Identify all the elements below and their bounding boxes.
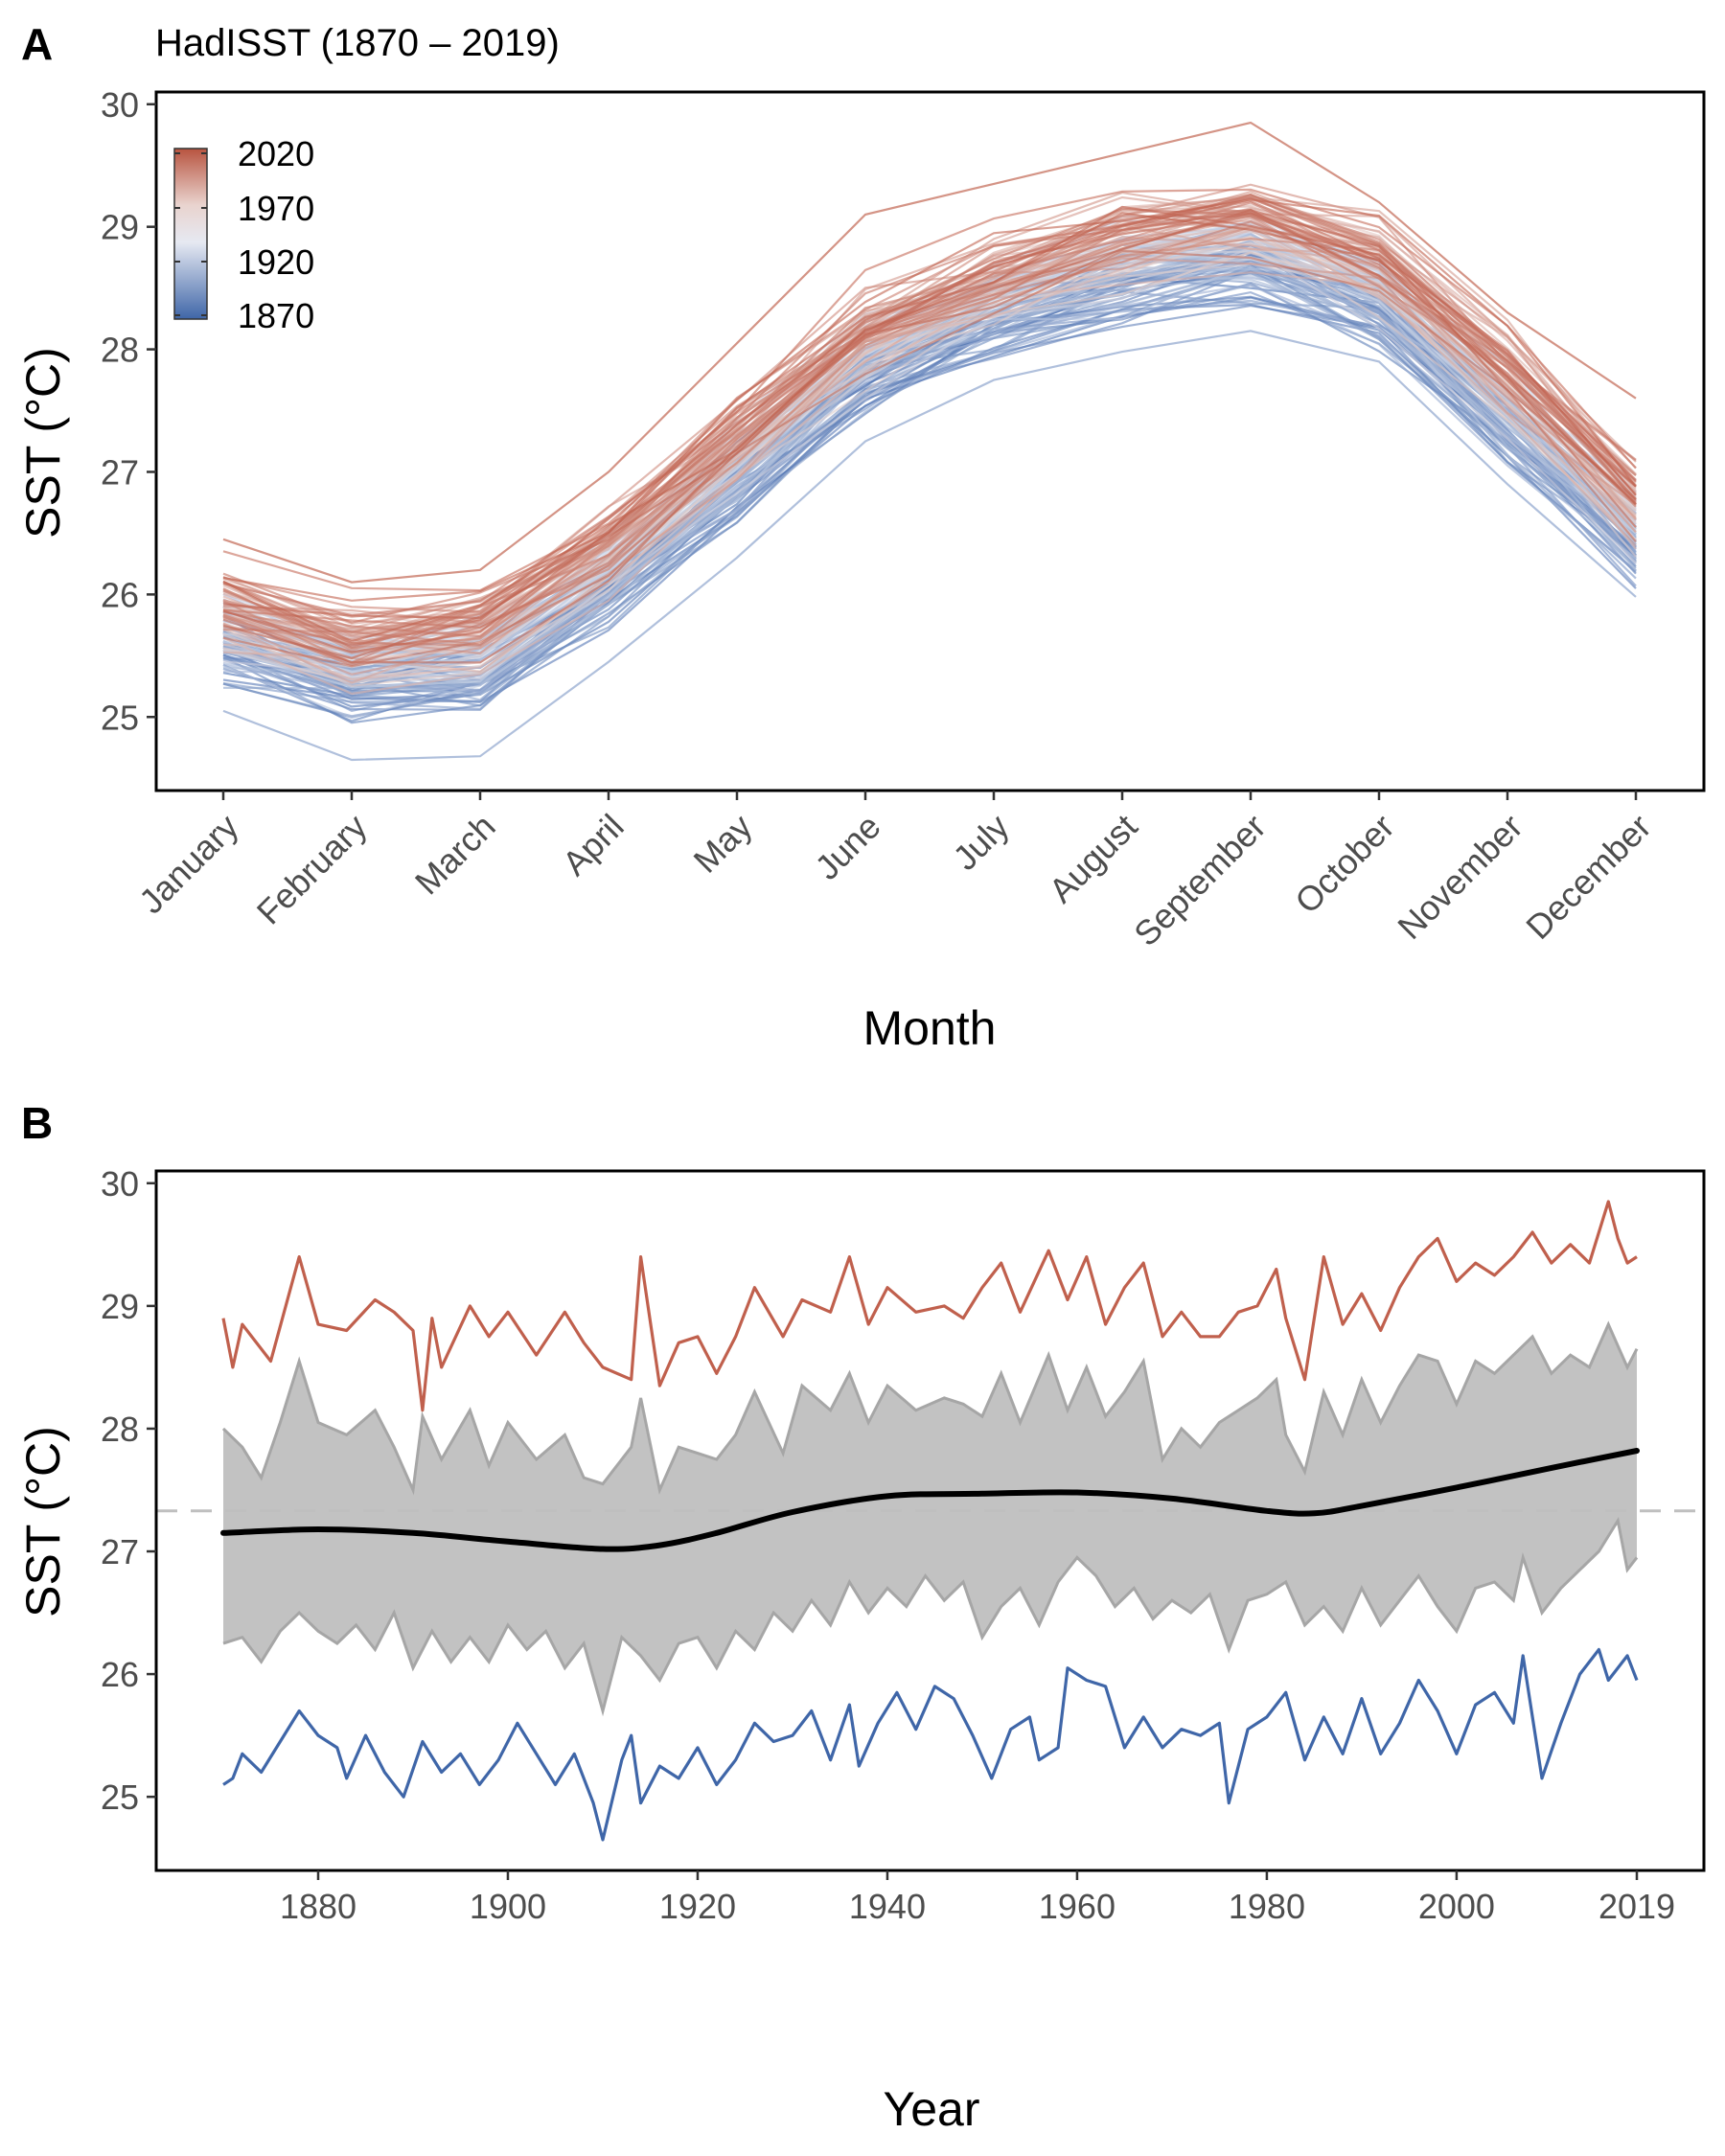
series-line-1961 (222, 251, 1637, 687)
y-tick-label: 25 (101, 1778, 139, 1817)
panel-b-series (156, 1200, 1704, 1842)
x-tick-label: 1900 (470, 1887, 546, 1926)
annual-maximum-line (221, 1200, 1638, 1412)
x-tick-label: 1880 (280, 1887, 356, 1926)
y-tick-label: 28 (101, 331, 139, 370)
x-tick-label: 2000 (1418, 1887, 1495, 1926)
legend-label: 1920 (238, 242, 314, 282)
series-line-2014 (222, 212, 1637, 664)
y-tick-label: 26 (101, 1655, 139, 1694)
series-line-1976 (222, 196, 1637, 634)
x-tick-label: April (555, 807, 632, 883)
x-tick-label: 1920 (659, 1887, 736, 1926)
panel-a-series-lines (222, 121, 1637, 762)
x-tick-label: February (249, 807, 375, 932)
panel-b-x-axis: 1880 1900 1920 1940 1960 1980 2000 2019 (280, 1870, 1675, 1926)
x-tick-label: December (1518, 807, 1658, 947)
panel-a-frame (154, 90, 1706, 792)
y-tick-label: 27 (101, 1532, 139, 1571)
panel-b-frame (154, 1169, 1706, 1872)
x-tick-label: August (1041, 807, 1144, 910)
series-line-1979 (222, 207, 1637, 645)
series-line-2018 (222, 198, 1637, 602)
series-line-1960 (222, 237, 1637, 680)
panel-b-y-axis: 25 26 27 28 29 30 (101, 1164, 156, 1817)
series-line-1978 (222, 226, 1637, 673)
series-line-1934 (222, 261, 1637, 719)
series-line-2016 (222, 121, 1637, 584)
band-upper-edge (221, 1320, 1639, 1496)
panel-a-colorbar-legend: 2020 1970 1920 1870 (173, 134, 314, 335)
x-tick-label: 1960 (1039, 1887, 1116, 1926)
series-line-2008 (222, 194, 1637, 624)
series-line-1917 (222, 284, 1637, 694)
y-tick-label: 30 (101, 85, 139, 125)
panel-a-y-axis-title: SST (°C) (16, 347, 70, 539)
colorbar (173, 148, 208, 320)
y-tick-label: 25 (101, 698, 139, 737)
series-line-2001 (222, 215, 1637, 646)
panel-a-letter: A (21, 19, 53, 69)
annual-minimum-line (222, 1647, 1639, 1842)
y-tick-label: 29 (101, 208, 139, 247)
series-line-2013 (222, 188, 1637, 592)
y-tick-label: 28 (101, 1410, 139, 1449)
x-tick-label: July (945, 807, 1016, 878)
x-tick-label: June (807, 807, 887, 887)
legend-label: 1970 (238, 189, 314, 228)
x-tick-label: September (1126, 807, 1274, 954)
series-line-2007 (222, 207, 1637, 650)
series-line-1910 (222, 330, 1637, 762)
series-line-2011 (222, 249, 1637, 668)
x-tick-label: 1980 (1229, 1887, 1305, 1926)
x-tick-label: November (1390, 807, 1530, 947)
panel-b-letter: B (21, 1098, 53, 1148)
panel-a-x-axis: January February March April May June July Augu… (131, 791, 1659, 953)
panel-a-x-axis-title: Month (863, 1001, 997, 1055)
x-tick-label: January (131, 807, 246, 922)
trend-line (220, 1448, 1640, 1552)
x-tick-label: March (407, 807, 503, 903)
panel-a-y-axis: 25 26 27 28 29 30 (101, 85, 156, 737)
x-tick-label: May (686, 807, 760, 881)
range-band (223, 1324, 1637, 1711)
y-tick-label: 30 (101, 1164, 139, 1204)
series-line-2019 (222, 212, 1637, 643)
x-tick-label: 1940 (849, 1887, 926, 1926)
x-tick-label: October (1287, 807, 1402, 922)
series-line-2017 (222, 205, 1637, 620)
legend-label: 2020 (238, 134, 314, 173)
y-tick-label: 26 (101, 575, 139, 614)
y-tick-label: 29 (101, 1287, 139, 1326)
panel-a-title: HadISST (1870 – 2019) (155, 22, 560, 64)
band-lower-edge (222, 1516, 1639, 1717)
legend-label: 1870 (238, 296, 314, 335)
series-line-1977 (222, 209, 1637, 631)
series-line-2016 (222, 199, 1637, 654)
y-tick-label: 27 (101, 452, 139, 492)
series-line-1999 (222, 197, 1637, 633)
series-line-1909 (222, 271, 1637, 690)
panel-b-x-axis-title: Year (883, 2082, 979, 2136)
x-tick-label: 2019 (1598, 1887, 1675, 1926)
panel-b-y-axis-title: SST (°C) (16, 1426, 70, 1617)
